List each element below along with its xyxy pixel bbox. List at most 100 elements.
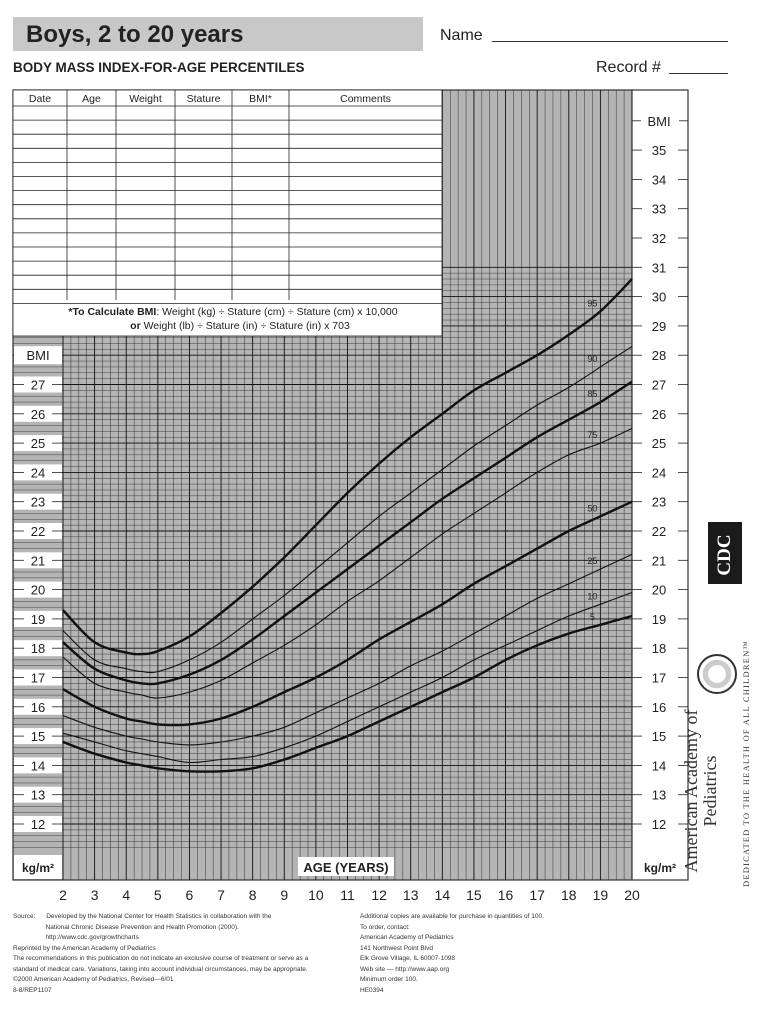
- x-tick-label: 4: [122, 887, 130, 903]
- percentile-label: 25: [587, 556, 597, 566]
- x-tick-label: 18: [561, 887, 577, 903]
- left-unit-bg: [14, 855, 62, 879]
- percentile-curve-5: [62, 614, 633, 773]
- left-tick-bg: [14, 435, 62, 452]
- percentile-label: 50: [587, 503, 597, 513]
- left-tick-bg: [14, 669, 62, 686]
- name-label: Name: [440, 27, 483, 44]
- bmi-formula-line-2: or Weight (lb) ÷ Stature (in) ÷ Stature …: [130, 320, 350, 332]
- right-tick-label: 32: [652, 231, 666, 246]
- title-box: [13, 17, 423, 51]
- chart-subtitle: BODY MASS INDEX-FOR-AGE PERCENTILES: [13, 60, 305, 75]
- left-tick-label: 24: [31, 465, 45, 480]
- x-tick-label: 9: [280, 887, 288, 903]
- percentile-label: 95: [587, 298, 597, 308]
- x-tick-label: 12: [371, 887, 387, 903]
- left-bmi-label: BMI: [26, 348, 49, 363]
- footer-line: Reprinted by the American Academy of Ped…: [13, 944, 156, 952]
- record-table: [12, 89, 443, 337]
- record-table-header: Age: [82, 93, 101, 105]
- right-tick-label: 33: [652, 202, 666, 217]
- left-tick-bg: [14, 493, 62, 510]
- left-tick-label: 13: [31, 788, 45, 803]
- left-tick-bg: [14, 552, 62, 569]
- x-tick-label: 17: [529, 887, 545, 903]
- bmi-formula-line-1: *To Calculate BMI: Weight (kg) ÷ Stature…: [68, 306, 397, 318]
- x-tick-label: 11: [340, 887, 355, 903]
- right-tick-label: 15: [652, 729, 666, 744]
- right-tick-label: 27: [652, 378, 666, 393]
- footer-line: HE0394: [360, 986, 384, 994]
- footer-line: National Chronic Disease Prevention and …: [13, 923, 239, 931]
- footer-line: Source: Developed by the National Center…: [13, 913, 272, 920]
- percentile-curve-25: [62, 553, 633, 746]
- right-tick-label: 19: [652, 612, 666, 627]
- percentile-label: 85: [587, 389, 597, 399]
- right-tick-label: 23: [652, 495, 666, 510]
- percentile-curve-75: [62, 427, 633, 699]
- footer-line: American Academy of Pediatrics: [360, 934, 454, 941]
- percentile-curve-50: [62, 500, 633, 727]
- aap-name: American Academy of Pediatrics: [681, 709, 720, 873]
- record-field[interactable]: [669, 73, 728, 74]
- right-tick-label: 18: [652, 641, 666, 656]
- footer-line: http://www.cdc.gov/growthcharts: [13, 934, 139, 941]
- x-tick-label: 8: [249, 887, 257, 903]
- left-tick-label: 23: [31, 495, 45, 510]
- right-tick-label: 29: [652, 319, 666, 334]
- left-tick-bg: [14, 786, 62, 803]
- x-tick-label: 6: [186, 887, 194, 903]
- footer-line: Web site — http://www.aap.org: [360, 965, 450, 973]
- left-tick-bg: [14, 610, 62, 627]
- left-tick-bg: [14, 376, 62, 393]
- right-tick-label: 30: [652, 290, 666, 305]
- record-table-border: [12, 89, 443, 337]
- left-tick-label: 18: [31, 641, 45, 656]
- x-tick-label: 3: [91, 887, 99, 903]
- x-tick-label: 5: [154, 887, 162, 903]
- left-tick-bg: [14, 640, 62, 657]
- x-tick-label: 14: [435, 887, 451, 903]
- left-tick-label: 19: [31, 612, 45, 627]
- percentile-label: 90: [587, 354, 597, 364]
- left-tick-label: 22: [31, 524, 45, 539]
- right-tick-label: 13: [652, 788, 666, 803]
- percentile-curve-10: [62, 591, 633, 764]
- right-unit-label: kg/m²: [644, 861, 676, 875]
- right-tick-label: 26: [652, 407, 666, 422]
- right-tick-label: 16: [652, 700, 666, 715]
- right-tick-label: 14: [652, 758, 666, 773]
- percentile-curve-85: [62, 380, 633, 686]
- aap-motto: DEDICATED TO THE HEALTH OF ALL CHILDREN™: [741, 640, 751, 887]
- grid-lines: [13, 90, 633, 880]
- x-axis-title: AGE (YEARS): [303, 860, 388, 875]
- percentile-label: 75: [587, 430, 597, 440]
- footer-line: Minimum order 100.: [360, 976, 418, 983]
- right-tick-label: 22: [652, 524, 666, 539]
- x-tick-label: 13: [403, 887, 419, 903]
- footer-line: standard of medical care. Variations, ta…: [13, 965, 308, 973]
- left-tick-bg: [14, 581, 62, 598]
- record-table-bg: [13, 90, 442, 336]
- left-tick-bg: [14, 405, 62, 422]
- left-tick-label: 27: [31, 378, 45, 393]
- left-tick-label: 12: [31, 817, 45, 832]
- percentile-curve-90: [62, 345, 633, 674]
- footer-line: To order, contact:: [360, 923, 410, 931]
- cdc-logo-text: CDC: [714, 534, 735, 576]
- percentile-label: 10: [587, 591, 597, 601]
- right-tick-label: 12: [652, 817, 666, 832]
- footer-line: The recommendations in this publication …: [13, 955, 309, 962]
- left-bmi-label-bg: [14, 346, 62, 365]
- x-tick-label: 10: [308, 887, 324, 903]
- record-table-header: Weight: [129, 93, 162, 105]
- right-bmi-label: BMI: [647, 114, 670, 129]
- record-table-header: Stature: [187, 93, 221, 105]
- left-tick-label: 26: [31, 407, 45, 422]
- left-tick-label: 16: [31, 700, 45, 715]
- right-axis-inner: [633, 91, 687, 856]
- left-tick-bg: [14, 523, 62, 539]
- record-table-header: BMI*: [249, 93, 272, 105]
- name-field[interactable]: [492, 41, 728, 42]
